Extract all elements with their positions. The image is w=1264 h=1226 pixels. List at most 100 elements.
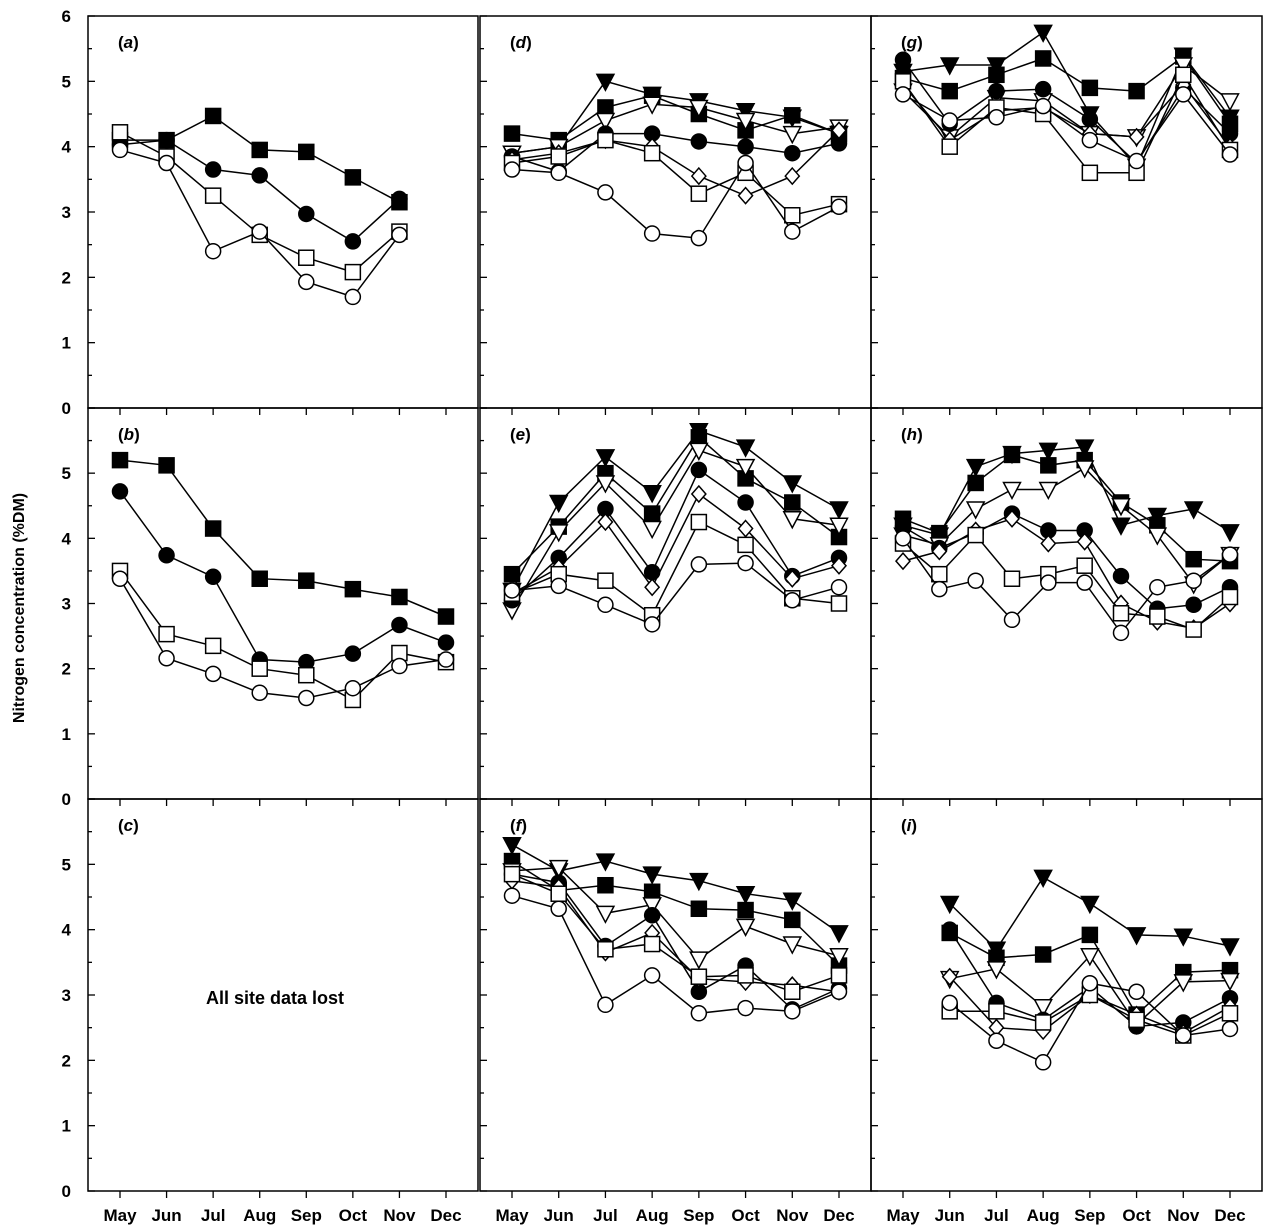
data-point [1173,928,1194,947]
y-tick-label: 4 [62,138,72,157]
data-point [298,666,315,684]
data-point [1185,572,1202,589]
data-point [158,649,175,667]
x-tick-label: Nov [1167,1206,1200,1225]
data-point [1038,442,1059,461]
data-point [986,961,1007,980]
x-tick-label: Oct [731,1206,760,1225]
series-open-circle-f [503,887,848,1022]
data-point [344,233,362,250]
data-point [830,983,848,1000]
panel-grid: 0 1 2 3 4 5 6 (a) 0 1 2 3 4 5 (b) 0 1 2 3 4 5 May Jun Jul Aug Sep… [62,7,1263,1225]
data-point [643,935,661,953]
data-point [782,125,803,145]
data-point [298,249,315,266]
y-tick-label: 1 [62,1117,71,1136]
x-tick-label: Aug [243,1206,276,1225]
data-point [829,517,849,536]
series-filled-square-e [503,429,848,583]
data-point [1175,86,1192,103]
data-point [597,941,614,958]
data-point [894,86,912,103]
data-point [204,568,222,586]
x-tick-label: Oct [1122,1206,1151,1225]
all-site-data-lost-note: All site data lost [206,988,344,1008]
data-point [1080,895,1100,915]
data-point [782,475,803,494]
data-point [690,968,708,985]
data-point [690,484,707,504]
series-open-circle-d [503,154,848,247]
data-point [251,660,268,677]
series-line [511,844,840,934]
data-point [642,484,662,504]
x-tick-label: Jul [201,1206,226,1225]
data-point [1221,588,1239,606]
data-point [735,112,756,132]
data-point [784,223,801,240]
series-line [902,446,1231,536]
data-point [204,187,222,204]
panel-frame-b [87,407,479,800]
data-point [391,657,408,675]
data-point [784,983,801,1000]
data-point [988,82,1005,100]
y-tick-label: 5 [62,855,71,874]
data-point [1040,574,1057,591]
data-point [111,141,129,159]
data-point [643,883,661,901]
data-point [689,99,709,119]
series-line [902,517,1231,630]
data-point [1034,97,1052,115]
data-point [595,112,616,132]
data-point [1111,498,1131,517]
data-point [737,967,754,984]
data-point [830,578,848,596]
data-point [1221,1005,1239,1022]
x-tick-label: Aug [1027,1206,1060,1225]
data-point [689,872,709,892]
data-point [690,1005,708,1022]
data-point [437,634,455,651]
series-line [119,490,447,663]
data-point [503,565,521,583]
panel-frame-a [87,15,479,409]
data-point [988,1032,1005,1049]
data-point [784,144,801,162]
panel-frame-h [870,407,1263,800]
series-open-square-b [111,562,455,709]
data-point [690,185,708,202]
data-point [1003,446,1021,464]
data-point [502,836,522,856]
y-tick-label: 3 [62,986,71,1005]
data-point [158,154,175,172]
x-tick-label: Nov [776,1206,809,1225]
data-point [988,66,1005,84]
data-point [344,263,362,281]
data-point [1220,972,1240,992]
y-tick-label: 6 [62,7,71,26]
y-tick-label: 3 [62,595,71,614]
data-point [1220,93,1240,112]
data-point [1003,570,1021,587]
series-open-circle-b [111,570,455,707]
data-point [1185,550,1202,568]
data-point [894,51,912,69]
x-tick-label: Jul [593,1206,618,1225]
y-tick-label: 0 [62,1182,71,1201]
series-line [511,866,840,961]
data-point [111,451,129,469]
data-point [941,82,958,100]
data-point [782,511,803,530]
data-point [690,461,708,479]
data-point [894,530,912,547]
data-point [941,994,958,1012]
data-point [967,526,984,544]
series-open-circle-a [111,141,408,306]
series-open-circle-i [941,974,1239,1071]
data-point [735,102,756,122]
y-tick-label: 0 [62,790,71,809]
y-axis-label: Nitrogen concentration (%DM) [11,493,28,723]
data-point [1149,608,1166,625]
